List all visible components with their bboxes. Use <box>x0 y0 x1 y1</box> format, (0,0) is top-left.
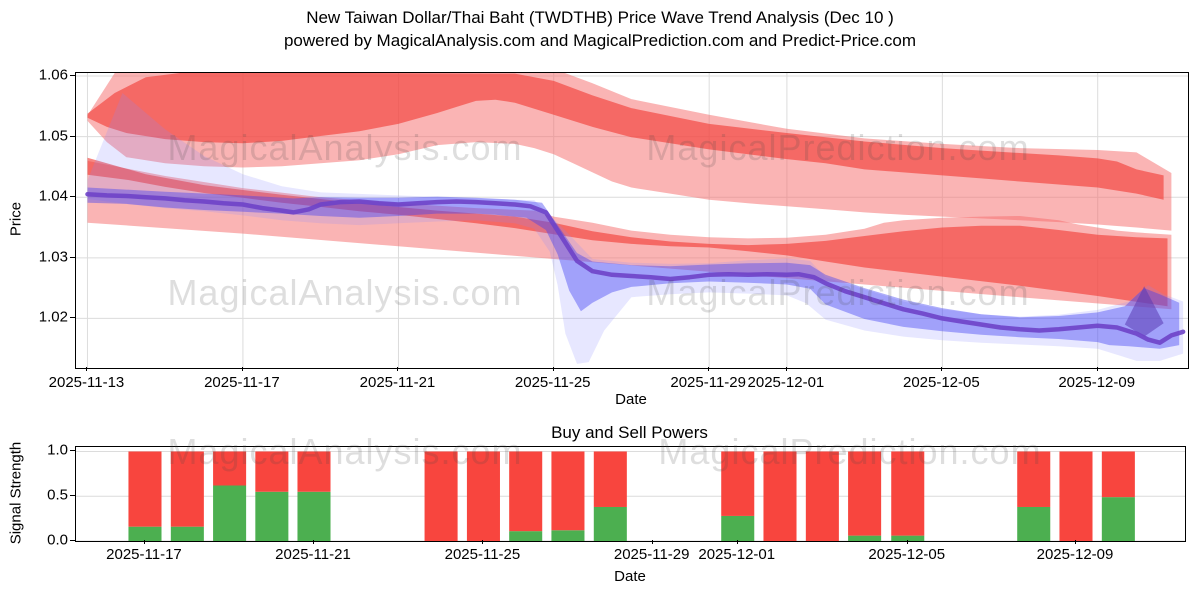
x-tick-label: 2025-12-01 <box>747 374 825 391</box>
y-tick-label: 1.05 <box>38 127 68 145</box>
sell-power-bar <box>1017 451 1051 507</box>
sell-power-bar <box>128 451 162 527</box>
end-spike-purple <box>1124 286 1164 337</box>
y-tick-label: 1.0 <box>47 441 68 459</box>
upper-forecast-core <box>87 73 1164 200</box>
x-tick-mark <box>1074 540 1076 544</box>
signal-x-axis-label: Date <box>614 568 646 585</box>
x-tick-mark <box>482 540 484 544</box>
buy-power-bar <box>128 526 162 541</box>
y-tick-label: 1.03 <box>38 248 68 266</box>
sell-power-bar <box>466 451 500 541</box>
price-trend-line <box>85 191 1186 345</box>
sell-power-bar <box>721 451 755 516</box>
x-tick-mark <box>785 367 787 371</box>
x-tick-mark <box>86 367 88 371</box>
buy-power-bar <box>297 491 331 541</box>
sell-power-bar <box>213 451 247 486</box>
price-wave-bands <box>76 73 1188 368</box>
y-tick-label: 0.0 <box>47 531 68 549</box>
buy-power-bar <box>255 491 289 541</box>
sell-power-bar <box>1059 451 1093 541</box>
signal-y-axis-label: Signal Strength <box>7 441 25 545</box>
figure-subtitle: powered by MagicalAnalysis.com and Magic… <box>283 31 917 50</box>
sell-power-bar <box>848 451 882 536</box>
x-tick-label: 2025-11-21 <box>275 546 351 563</box>
x-tick-label: 2025-11-17 <box>204 374 280 391</box>
y-tick-mark <box>70 75 75 77</box>
buy-power-bar <box>213 485 247 541</box>
x-tick-mark <box>1096 367 1098 371</box>
x-tick-label: 2025-11-13 <box>48 374 125 391</box>
x-tick-label: 2025-11-25 <box>514 374 591 391</box>
x-tick-mark <box>552 367 554 371</box>
buy-sell-bars <box>76 450 1185 541</box>
x-tick-label: 2025-11-29 <box>670 374 746 391</box>
sell-power-bar <box>255 451 289 492</box>
x-tick-mark <box>241 367 243 371</box>
y-tick-label: 1.06 <box>38 66 68 84</box>
x-tick-label: 2025-11-29 <box>613 546 690 563</box>
buy-power-bar <box>170 526 204 541</box>
y-tick-mark <box>70 196 75 198</box>
y-tick-mark <box>70 135 75 137</box>
price-x-axis-label: Date <box>615 391 647 408</box>
sell-power-bar <box>424 451 458 541</box>
buy-power-bar <box>509 531 543 541</box>
y-tick-mark <box>70 495 75 497</box>
x-tick-label: 2025-12-09 <box>1058 374 1136 391</box>
figure-title: New Taiwan Dollar/Thai Baht (TWDTHB) Pri… <box>306 8 894 27</box>
trend-uncertainty-faint <box>87 93 1184 364</box>
buy-power-bar <box>1101 497 1135 541</box>
price-y-axis-label: Price <box>7 201 25 237</box>
sell-power-bar <box>593 451 627 507</box>
signal-chart-title: Buy and Sell Powers <box>551 423 708 442</box>
sell-power-bar <box>805 451 839 541</box>
x-tick-mark <box>941 367 943 371</box>
x-tick-mark <box>143 540 145 544</box>
lower-forecast-light <box>87 160 1172 310</box>
x-tick-label: 2025-12-05 <box>868 546 946 563</box>
x-tick-mark <box>708 367 710 371</box>
x-tick-label: 2025-12-05 <box>902 374 980 391</box>
x-tick-label: 2025-12-01 <box>698 546 776 563</box>
y-tick-label: 1.02 <box>38 308 68 326</box>
buy-power-bar <box>848 535 882 541</box>
buy-power-bar <box>1017 506 1051 541</box>
x-tick-mark <box>651 540 653 544</box>
sell-power-bar <box>297 451 331 492</box>
buy-power-bar <box>593 506 627 541</box>
y-tick-mark <box>70 317 75 319</box>
sell-power-bar <box>170 451 204 527</box>
y-tick-mark <box>70 256 75 258</box>
buy-power-bar <box>891 535 925 541</box>
sell-power-bar <box>891 451 925 536</box>
x-tick-label: 2025-11-17 <box>106 546 182 563</box>
x-tick-mark <box>312 540 314 544</box>
y-tick-label: 1.04 <box>38 187 68 205</box>
x-tick-mark <box>906 540 908 544</box>
signal-chart-plot <box>75 446 1186 542</box>
buy-power-bar <box>721 515 755 541</box>
y-tick-mark <box>70 450 75 452</box>
sell-power-bar <box>509 451 543 532</box>
x-tick-label: 2025-12-09 <box>1036 546 1114 563</box>
x-tick-label: 2025-11-21 <box>359 374 436 391</box>
x-tick-mark <box>397 367 399 371</box>
buy-power-bar <box>551 530 585 541</box>
x-tick-label: 2025-11-25 <box>444 546 521 563</box>
y-tick-label: 0.5 <box>47 486 68 504</box>
sell-power-bar <box>763 451 797 541</box>
price-chart-plot <box>75 72 1189 369</box>
sell-power-bar <box>1101 451 1135 498</box>
sell-power-bar <box>551 451 585 531</box>
lower-forecast-core <box>87 157 1168 307</box>
x-tick-mark <box>736 540 738 544</box>
y-tick-mark <box>70 540 75 541</box>
